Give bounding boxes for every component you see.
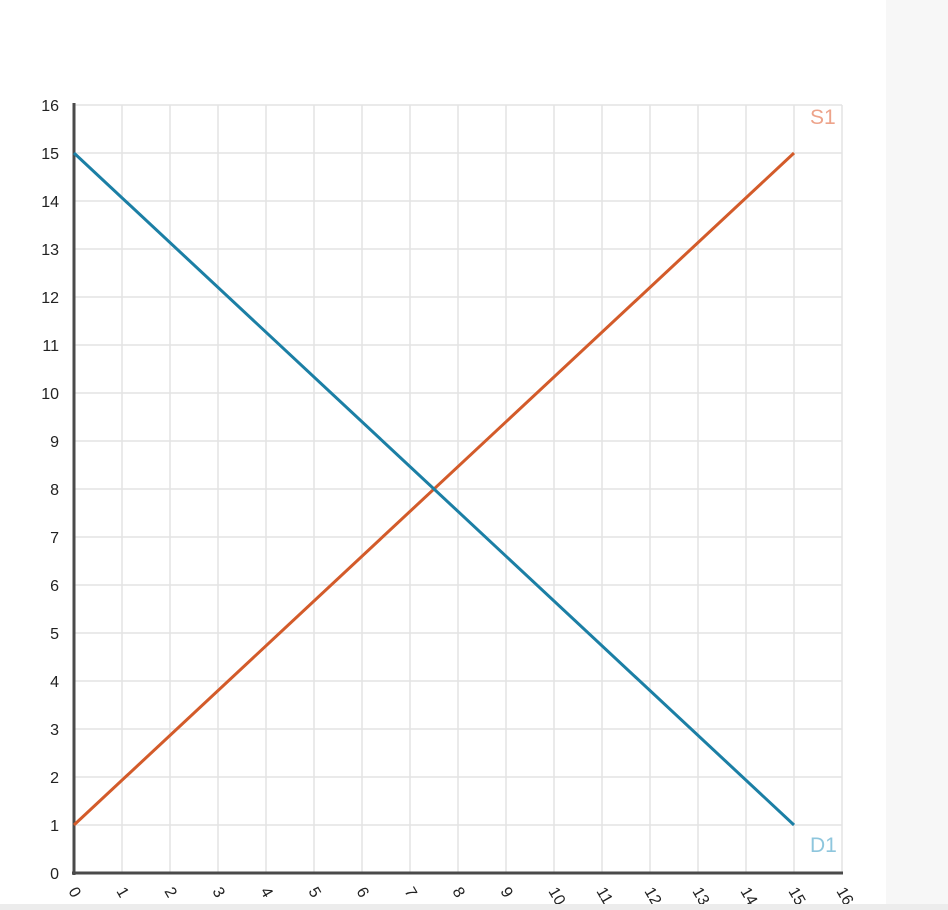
x-tick-label: 5 xyxy=(305,885,324,901)
x-tick-label: 16 xyxy=(833,885,857,909)
x-tick-label: 11 xyxy=(593,885,616,908)
y-tick-label: 12 xyxy=(41,290,59,307)
x-tick-label: 1 xyxy=(113,885,132,901)
x-tick-label: 12 xyxy=(641,885,665,909)
y-tick-label: 8 xyxy=(50,482,59,499)
series-line-d1 xyxy=(72,151,796,827)
y-tick-label: 7 xyxy=(50,530,59,547)
x-tick-label: 8 xyxy=(449,885,468,901)
y-tick-label: 1 xyxy=(50,818,59,835)
series-labels: S1 D1 xyxy=(810,106,837,857)
y-tick-label: 2 xyxy=(50,770,59,787)
y-tick-label: 6 xyxy=(50,578,59,595)
y-tick-label: 10 xyxy=(41,386,59,403)
x-tick-label: 4 xyxy=(257,885,276,901)
y-tick-label: 0 xyxy=(50,866,59,883)
x-tick-label: 10 xyxy=(545,885,569,909)
y-tick-label: 9 xyxy=(50,434,59,451)
series-label-d1: D1 xyxy=(810,834,837,857)
y-tick-label: 14 xyxy=(41,194,59,211)
x-tick-label: 7 xyxy=(401,885,420,901)
y-tick-label: 15 xyxy=(41,146,59,163)
y-tick-label: 4 xyxy=(50,674,59,691)
x-tick-label: 2 xyxy=(161,885,180,901)
side-panel xyxy=(886,0,948,910)
x-tick-label: 9 xyxy=(497,885,516,901)
x-tick-label: 6 xyxy=(353,885,372,901)
x-tick-label: 0 xyxy=(65,885,84,901)
x-tick-label: 3 xyxy=(209,885,228,901)
x-tick-label: 14 xyxy=(737,885,761,909)
horizontal-scrollbar[interactable] xyxy=(0,904,948,910)
y-tick-label: 16 xyxy=(41,98,59,115)
y-tick-label: 5 xyxy=(50,626,59,643)
series-label-s1: S1 xyxy=(810,106,836,129)
series-lines xyxy=(72,151,796,827)
y-tick-label: 11 xyxy=(42,338,59,355)
y-tick-label: 3 xyxy=(50,722,59,739)
x-tick-label: 15 xyxy=(785,885,809,909)
y-tick-label: 13 xyxy=(41,242,59,259)
x-tick-label: 13 xyxy=(689,885,713,909)
axes xyxy=(72,103,843,875)
grid xyxy=(73,104,843,874)
